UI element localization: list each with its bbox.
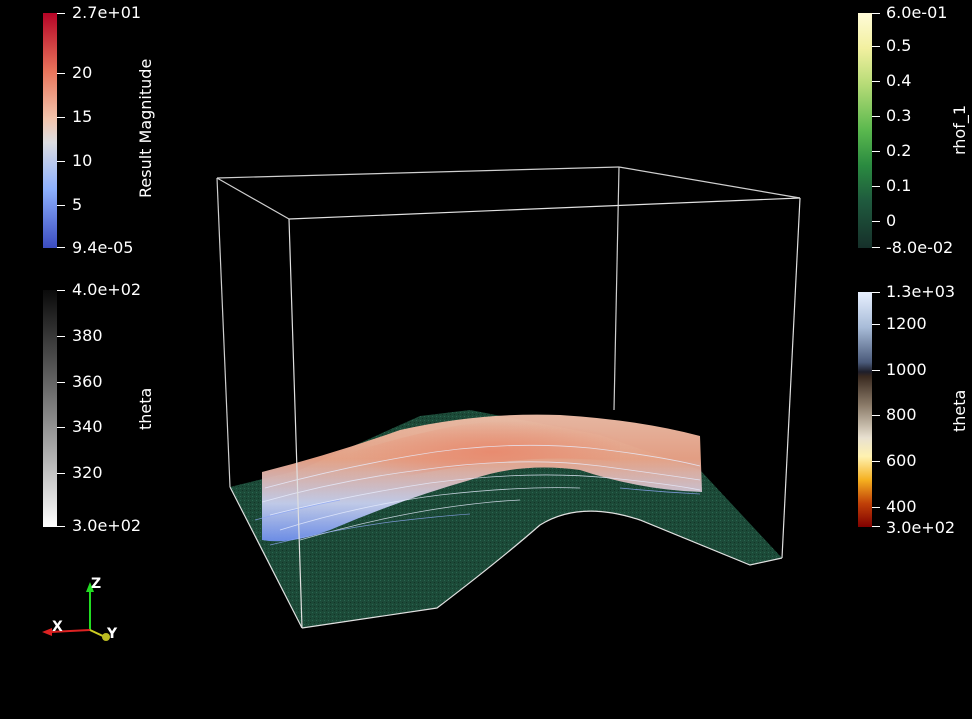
bounding-box-front: [229, 197, 801, 629]
colorbar-label: 0.2: [886, 141, 912, 160]
colorbar-label: 800: [886, 405, 917, 424]
colorbar-label: 3.0e+02: [72, 516, 142, 535]
colorbar-gradient: [858, 292, 872, 527]
colorbar-title: theta: [950, 389, 969, 432]
colorbar-label: 340: [72, 417, 103, 436]
colorbar-label: 0.1: [886, 176, 912, 195]
axis-label-z: Z: [91, 576, 102, 592]
colorbar-label: 20: [72, 63, 93, 82]
bounding-box-back: [216, 166, 801, 488]
colorbar-title: rhof_1: [950, 104, 969, 155]
colorbar-label: 0.5: [886, 36, 912, 55]
colorbar-gradient: [858, 13, 872, 248]
colorbar-label: 600: [886, 451, 917, 470]
colorbar-label: 1000: [886, 360, 927, 379]
colorbar-title: theta: [136, 387, 155, 430]
colorbar-label: 0: [886, 211, 897, 230]
axis-label-y: Y: [107, 626, 118, 642]
colorbar-label: 0.3: [886, 106, 912, 125]
colorbar-label: 3.0e+02: [886, 518, 956, 537]
colorbar-gradient: [43, 13, 57, 248]
colorbar-title: Result Magnitude: [136, 58, 155, 198]
colorbar-label: -8.0e-02: [886, 238, 954, 257]
colorbar-label: 360: [72, 372, 103, 391]
colorbar-label: 9.4e-05: [72, 238, 134, 257]
colorbar-label: 15: [72, 107, 93, 126]
flow-streamlines: [254, 414, 702, 546]
colorbar-label: 400: [886, 497, 917, 516]
axis-label-x: X: [52, 619, 63, 635]
colorbar-gradient: [43, 290, 57, 527]
orientation-axes-widget: [42, 582, 110, 641]
colorbar-label: 380: [72, 326, 103, 345]
colorbar-label: 5: [72, 195, 83, 214]
colorbar-label: 320: [72, 463, 103, 482]
colorbar-label: 10: [72, 151, 93, 170]
colorbar-label: 6.0e-01: [886, 3, 948, 22]
colorbar-label: 1.3e+03: [886, 282, 956, 301]
colorbar-label: 4.0e+02: [72, 280, 142, 299]
colorbar-label: 1200: [886, 314, 927, 333]
colorbar-label: 2.7e+01: [72, 3, 142, 22]
colorbar-label: 0.4: [886, 71, 912, 90]
